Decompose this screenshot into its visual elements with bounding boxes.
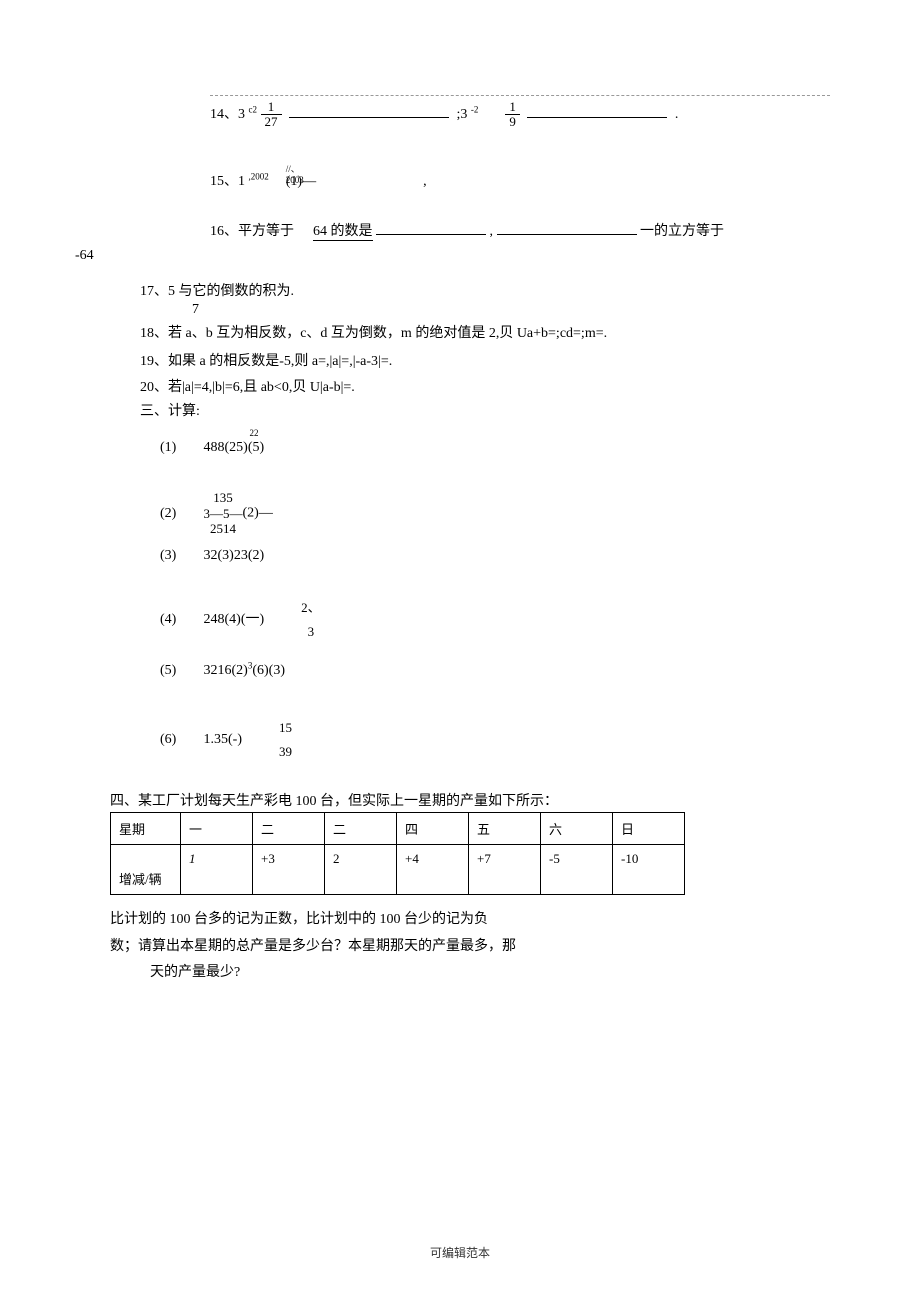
q15-label: 15、1 (210, 174, 245, 189)
question-14: 14、3 c2 1 27 ;3 -2 1 9 . (210, 100, 810, 130)
calc-2: (2) 135 3—5— 2514 (2)— (160, 490, 273, 537)
table-cell: 2 (325, 845, 397, 895)
calc-3-num: (3) (160, 548, 200, 564)
question-17: 17、5 与它的倒数的积为. 7 (140, 280, 294, 318)
note-line-1: 比计划的 100 台多的记为正数，比计划中的 100 台少的记为负 (110, 907, 516, 934)
calc-2-tail: (2)— (243, 506, 273, 521)
q14-label: 14、3 (210, 107, 245, 122)
note-line-2: 数；请算出本星期的总产量是多少台？本星期那天的产量最多，那 (110, 934, 516, 961)
table-cell: 六 (541, 813, 613, 845)
q16-tail: 一的立方等于 (640, 224, 724, 239)
neg64-text: -64 (75, 248, 94, 264)
q16-blank1 (376, 234, 486, 235)
calc-2-num: (2) (160, 506, 200, 522)
table-cell: 星期 (111, 813, 181, 845)
q14-mid: ;3 (457, 107, 468, 122)
question-18: 18、若 a、b 互为相反数，c、d 互为倒数，m 的绝对值是 2,贝 Ua+b… (140, 322, 607, 342)
table-cell: +7 (469, 845, 541, 895)
question-15: 15、1 ,2002 //、2003 (1)— , (210, 170, 427, 190)
calc-6: (6) 1.35(-) 15 39 (160, 720, 292, 759)
table-cell: 二 (325, 813, 397, 845)
q16-label: 16、平方等于 (210, 224, 294, 239)
question-16: 16、平方等于 64 的数是 , 一的立方等于 (210, 220, 724, 240)
production-table: 星期 一 二 二 四 五 六 日 增减/辆 1 +3 2 +4 +7 -5 -1… (110, 812, 685, 895)
calc-5-num: (5) (160, 663, 200, 679)
calc-6-stack: 15 39 (279, 720, 292, 759)
q14-end: . (675, 107, 679, 122)
calc-4-num: (4) (160, 612, 200, 628)
calc-2-stack: 135 3—5— 2514 (204, 490, 243, 537)
calc-5-body: 3216(2)3(6)(3) (204, 663, 285, 678)
q14-blank1 (289, 117, 449, 118)
q16-underline-text: 64 的数是 (313, 224, 373, 241)
table-cell: -10 (613, 845, 685, 895)
q14-frac1: 1 27 (261, 100, 282, 130)
table-header-row: 星期 一 二 二 四 五 六 日 (111, 813, 685, 845)
calc-4-body: 248(4)(一) (204, 612, 265, 627)
calc-4-stack: 2、 3 (301, 600, 321, 639)
q16-comma: , (490, 224, 494, 239)
q17-text: 17、5 与它的倒数的积为. (140, 284, 294, 299)
section-4-heading: 四、某工厂计划每天生产彩电 100 台，但实际上一星期的产量如下所示： (110, 790, 558, 810)
table-cell: 一 (181, 813, 253, 845)
table-cell: -5 (541, 845, 613, 895)
q14-frac2: 1 9 (505, 100, 520, 130)
calc-4: (4) 248(4)(一) 2、 3 (160, 600, 321, 639)
note-line-3: 天的产量最少? (150, 960, 516, 987)
table-cell: 四 (397, 813, 469, 845)
section-3-heading: 三、计算: (140, 400, 200, 420)
calc-1-body: 488(25)(5) (204, 440, 265, 455)
q14-sup2: -2 (471, 104, 479, 114)
q15-comma: , (423, 174, 427, 189)
table-cell: 1 (181, 845, 253, 895)
calc-6-body: 1.35(-) (204, 732, 243, 747)
q15-sup2: //、2003 (286, 162, 316, 185)
calc-3-body: 32(3)23(2) (204, 548, 265, 563)
table-cell: 二 (253, 813, 325, 845)
table-note: 比计划的 100 台多的记为正数，比计划中的 100 台少的记为负 数；请算出本… (110, 907, 516, 987)
table-cell: +4 (397, 845, 469, 895)
calc-3: (3) 32(3)23(2) (160, 548, 264, 564)
question-19: 19、如果 a 的相反数是-5,则 a=,|a|=,|-a-3|=. (140, 350, 392, 370)
q14-dashed-border (210, 95, 830, 96)
q15-sup1: ,2002 (249, 171, 269, 181)
calc-6-num: (6) (160, 732, 200, 748)
calc-1-sup: 22 (250, 428, 259, 438)
calc-1-num: (1) (160, 440, 200, 456)
table-cell: 增减/辆 (111, 845, 181, 895)
table-cell: +3 (253, 845, 325, 895)
calc-5: (5) 3216(2)3(6)(3) (160, 660, 285, 679)
q14-blank2 (527, 117, 667, 118)
page-footer: 可编辑范本 (0, 1244, 920, 1261)
table-data-row: 增减/辆 1 +3 2 +4 +7 -5 -10 (111, 845, 685, 895)
question-20: 20、若|a|=4,|b|=6,且 ab<0,贝 U|a-b|=. (140, 376, 355, 396)
q17-frac-den: 7 (192, 302, 294, 318)
table-cell: 五 (469, 813, 541, 845)
calc-1: (1) 22 488(25)(5) (160, 440, 264, 456)
q16-blank2 (497, 234, 637, 235)
q14-sup1: c2 (249, 104, 258, 114)
table-cell: 日 (613, 813, 685, 845)
